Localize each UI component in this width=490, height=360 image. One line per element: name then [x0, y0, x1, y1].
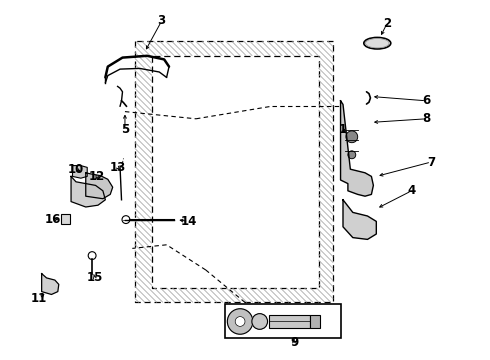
Circle shape [346, 131, 358, 143]
Circle shape [235, 316, 245, 327]
Polygon shape [73, 166, 87, 178]
Circle shape [348, 151, 356, 159]
Text: 2: 2 [383, 17, 391, 30]
Text: 10: 10 [68, 163, 84, 176]
Polygon shape [86, 173, 113, 199]
Bar [225, 304, 341, 338]
Text: 1: 1 [339, 123, 347, 136]
Text: 16: 16 [45, 213, 61, 226]
Polygon shape [343, 200, 376, 239]
Text: 4: 4 [408, 184, 416, 197]
Circle shape [227, 309, 253, 334]
Text: 7: 7 [427, 156, 435, 168]
Text: 8: 8 [422, 112, 430, 125]
Text: 12: 12 [89, 170, 105, 183]
Text: 3: 3 [158, 14, 166, 27]
Polygon shape [42, 274, 59, 294]
Ellipse shape [366, 39, 389, 48]
Text: 14: 14 [180, 215, 197, 228]
Polygon shape [71, 176, 105, 207]
Polygon shape [341, 101, 373, 196]
Circle shape [252, 314, 268, 329]
Bar [269, 315, 310, 328]
Text: 9: 9 [290, 336, 298, 348]
Text: 11: 11 [31, 292, 48, 305]
Ellipse shape [364, 37, 391, 49]
Bar [61, 214, 70, 224]
Bar [310, 315, 320, 328]
Text: 15: 15 [86, 271, 103, 284]
Text: 5: 5 [121, 123, 129, 136]
Text: 13: 13 [109, 161, 126, 174]
Text: 6: 6 [422, 94, 430, 107]
